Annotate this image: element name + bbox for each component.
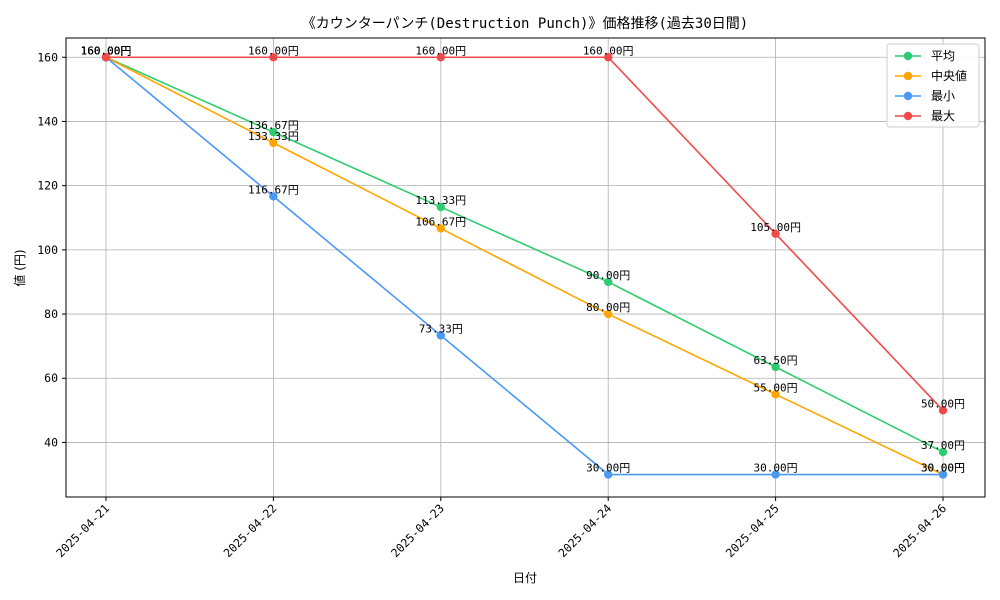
- data-label: 105.00円: [750, 221, 801, 234]
- data-label: 50.00円: [921, 397, 965, 410]
- y-tick-label: 40: [44, 435, 58, 449]
- data-point: [938, 470, 948, 479]
- x-tick-label: 2025-04-24: [555, 501, 614, 560]
- legend-marker: [903, 51, 913, 61]
- legend-box: [886, 43, 980, 128]
- series-line-中央値: [105, 56, 944, 476]
- data-label: 160.00円: [81, 44, 132, 57]
- y-tick-label: 100: [37, 243, 58, 257]
- data-point: [771, 362, 780, 372]
- data-point: [269, 192, 278, 201]
- x-axis-ticks: 2025-04-21 2025-04-22 2025-04-23 2025-04-24…: [53, 497, 949, 560]
- data-point: [269, 127, 278, 137]
- data-point: [771, 470, 780, 479]
- data-label: 116.67円: [248, 183, 299, 196]
- data-label: 160.00円: [81, 44, 132, 57]
- y-tick-label: 80: [44, 307, 58, 321]
- data-label: 113.33円: [415, 194, 466, 207]
- data-label: 106.67円: [415, 215, 466, 228]
- data-label: 90.00円: [586, 269, 630, 282]
- data-point: [604, 470, 613, 479]
- x-tick-label: 2025-04-25: [723, 501, 782, 560]
- data-point: [436, 53, 445, 62]
- series-line-最大: [106, 56, 944, 411]
- x-tick-label: 2025-04-21: [53, 501, 112, 560]
- data-label: 37.00円: [921, 439, 965, 452]
- series-line-平均: [105, 56, 944, 453]
- data-label: 160.00円: [415, 44, 466, 57]
- legend-entry: 最小: [931, 89, 955, 103]
- data-label: 80.00円: [586, 301, 630, 314]
- data-labels-layer: 160.00円 136.67円 113.33円 90.00円 63.50円 37.00円 1…: [81, 44, 965, 474]
- data-label: 30.00円: [921, 462, 965, 475]
- data-label: 30.00円: [586, 462, 630, 475]
- y-tick-label: 60: [44, 371, 58, 385]
- x-tick-label: 2025-04-23: [388, 501, 447, 560]
- data-point: [604, 309, 613, 319]
- legend-entry: 平均: [931, 49, 955, 63]
- legend-marker: [903, 111, 913, 121]
- legend-marker: [903, 71, 913, 81]
- data-point: [269, 138, 278, 148]
- data-point: [101, 53, 111, 62]
- data-point: [436, 224, 445, 233]
- y-tick-label: 120: [37, 179, 58, 193]
- y-tick-label: 140: [37, 114, 58, 128]
- legend-entry: 最大: [931, 109, 955, 123]
- y-axis-label: 値 (円): [12, 249, 27, 286]
- data-point: [771, 229, 780, 238]
- x-tick-label: 2025-04-22: [221, 501, 280, 560]
- y-tick-label: 160: [37, 50, 58, 64]
- data-point: [938, 406, 948, 415]
- data-label: 160.00円: [81, 44, 132, 57]
- data-point: [938, 447, 948, 457]
- data-label: 160.00円: [81, 44, 132, 57]
- chart-title: 《カウンターパンチ(Destruction Punch)》価格推移(過去30日間…: [302, 16, 748, 32]
- data-label: 73.33円: [419, 322, 463, 335]
- data-point: [269, 53, 278, 62]
- series-line-最小: [105, 56, 943, 476]
- data-label: 30.00円: [921, 462, 965, 475]
- data-point: [436, 331, 445, 340]
- data-label: 55.00円: [754, 381, 798, 394]
- data-label: 160.00円: [248, 44, 299, 57]
- data-point: [436, 202, 445, 212]
- legend-entry: 中央値: [931, 68, 967, 83]
- data-label: 30.00円: [754, 462, 798, 475]
- data-label: 63.50円: [754, 354, 798, 367]
- grid: [66, 38, 985, 497]
- x-axis-label: 日付: [513, 571, 537, 585]
- legend-marker: [903, 91, 913, 101]
- x-tick-label: 2025-04-26: [890, 501, 949, 560]
- data-label: 160.00円: [583, 44, 634, 57]
- series-layer: [101, 53, 948, 479]
- data-point: [604, 53, 613, 62]
- data-label: 136.67円: [248, 119, 299, 132]
- y-axis-ticks: 40 60 80 100 120 140 160: [37, 50, 66, 449]
- data-label: 133.33円: [248, 130, 299, 143]
- plot-area-frame: [65, 37, 986, 498]
- data-point: [604, 277, 613, 287]
- data-point: [771, 390, 780, 399]
